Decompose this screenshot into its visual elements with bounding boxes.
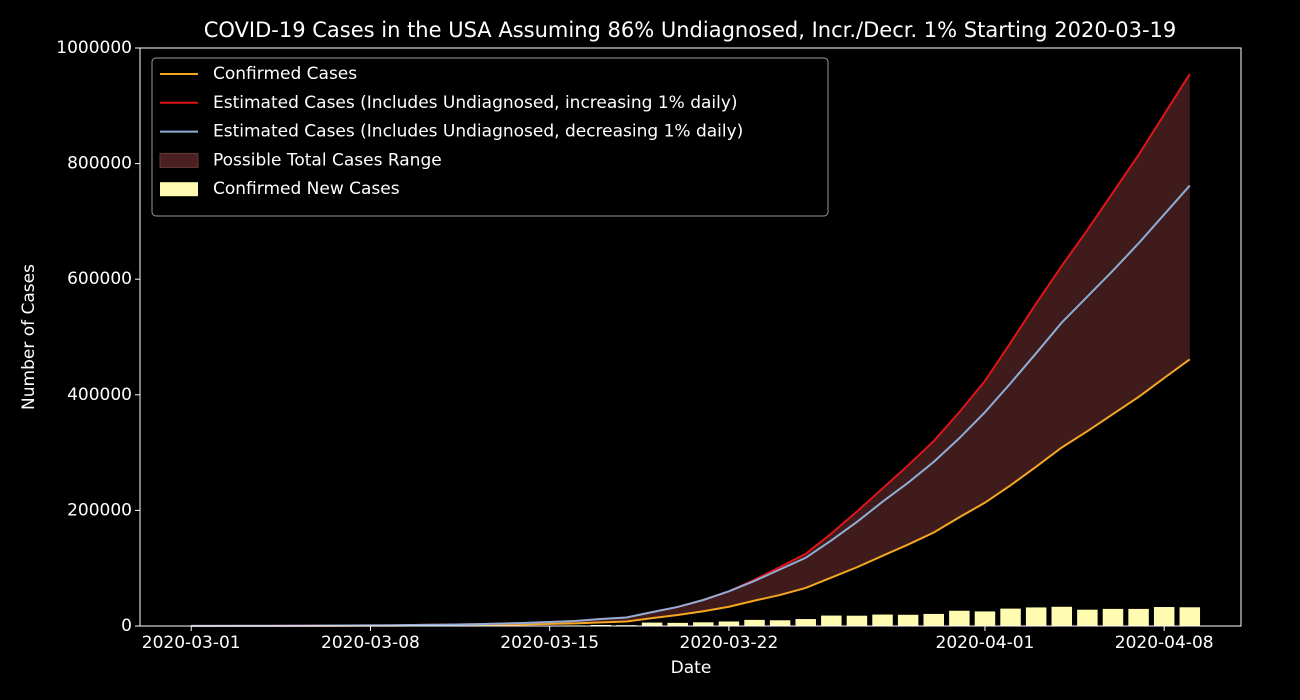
x-tick-label: 2020-03-01	[142, 633, 241, 653]
legend-swatch	[160, 182, 198, 197]
bar	[1000, 608, 1021, 626]
bar	[1128, 608, 1149, 626]
bar	[897, 614, 919, 626]
legend-label: Possible Total Cases Range	[213, 150, 442, 170]
bar	[872, 614, 893, 626]
bar	[1025, 607, 1047, 626]
bar	[718, 621, 740, 626]
bar	[667, 622, 688, 626]
bar	[693, 622, 714, 626]
y-tick-label: 400000	[67, 385, 132, 405]
bar	[846, 615, 868, 626]
bar	[1077, 609, 1098, 626]
y-tick-label: 200000	[67, 500, 132, 520]
legend-label: Confirmed Cases	[213, 64, 357, 84]
line	[191, 184, 1191, 627]
bar	[949, 610, 970, 626]
y-tick-label: 600000	[67, 269, 132, 289]
bar	[795, 619, 816, 626]
x-tick-label: 2020-04-01	[936, 633, 1035, 653]
x-tick-label: 2020-04-08	[1115, 633, 1214, 653]
bar	[821, 615, 842, 626]
y-tick-label: 0	[121, 616, 132, 636]
legend-box	[151, 57, 829, 217]
bar	[590, 624, 612, 626]
bar	[974, 611, 996, 626]
x-tick-label: 2020-03-08	[321, 633, 420, 653]
bar	[744, 619, 765, 626]
y-axis-label: Number of Cases	[19, 264, 39, 410]
y-tick-label: 800000	[67, 154, 132, 174]
x-tick-label: 2020-03-15	[500, 633, 599, 653]
legend-label: Estimated Cases (Includes Undiagnosed, i…	[213, 93, 738, 113]
bar	[1102, 608, 1124, 626]
plot-frame	[139, 47, 1242, 627]
bar	[923, 613, 944, 626]
chart-title: COVID-19 Cases in the USA Assuming 86% U…	[204, 18, 1177, 42]
y-tick-label: 1000000	[56, 38, 132, 58]
x-axis-label: Date	[671, 658, 712, 678]
x-tick-label: 2020-03-22	[680, 633, 779, 653]
legend-swatch	[159, 152, 199, 168]
bar	[1179, 607, 1201, 626]
legend-label: Confirmed New Cases	[213, 179, 400, 199]
bar	[1153, 607, 1175, 626]
legend-label: Estimated Cases (Includes Undiagnosed, d…	[213, 122, 743, 142]
bar	[641, 622, 663, 626]
bar	[1051, 606, 1073, 626]
bar	[769, 620, 791, 626]
legend: Confirmed Cases Estimated Cases (Includes…	[151, 57, 829, 217]
range-area	[191, 74, 1190, 626]
